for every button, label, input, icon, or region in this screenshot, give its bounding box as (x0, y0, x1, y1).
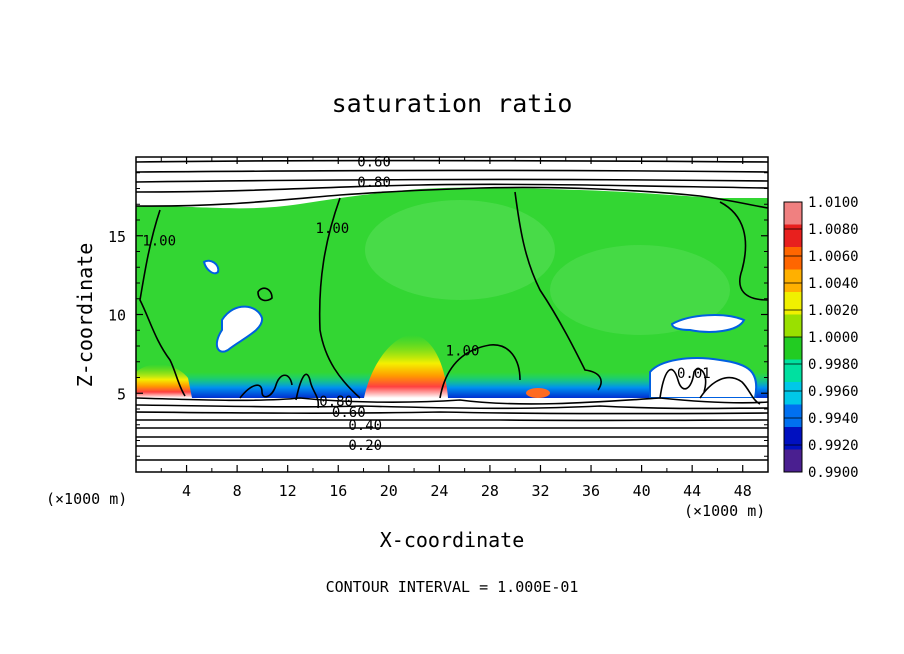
colorbar-swatch (784, 404, 802, 428)
field-patch-light (365, 200, 555, 300)
contour-eddy-3 (659, 368, 707, 399)
colorbar-swatch (784, 292, 802, 315)
x-unit-right: (×1000 m) (684, 502, 765, 520)
x-tick-label: 32 (531, 482, 549, 500)
colorbar-swatch (784, 247, 802, 270)
x-tick-label: 28 (481, 482, 499, 500)
contour-label: 1.00 (446, 344, 480, 360)
colorbar-swatch (784, 449, 802, 473)
colorbar-swatch (784, 337, 802, 360)
colorbar-swatch (784, 202, 802, 225)
colorbar-tick-label: 1.0080 (808, 222, 859, 238)
colorbar-tick-label: 0.9900 (808, 465, 859, 481)
contour-label: 0.80 (357, 175, 391, 191)
contour-upper-2 (136, 169, 768, 173)
y-tick-label: 10 (108, 307, 126, 325)
heatmap-field (136, 157, 768, 472)
y-tick-label: 15 (108, 228, 126, 246)
contour-center-1.00 (439, 344, 521, 399)
contour-label: 0.01 (677, 366, 711, 382)
contour-label: 1.00 (315, 221, 349, 237)
colorbar-tick-label: 0.9980 (808, 357, 859, 373)
clear-hole-4 (649, 357, 758, 399)
contour-upper-1 (136, 159, 768, 163)
colorbar-swatch (784, 359, 802, 383)
x-tick-label: 16 (329, 482, 347, 500)
colorbar-tick-label: 1.0060 (808, 249, 859, 265)
x-tick-label: 44 (683, 482, 701, 500)
x-axis-title: X-coordinate (380, 528, 525, 552)
colorbar-swatch (784, 314, 802, 338)
plume-center (364, 335, 448, 398)
contour-label: 0.80 (319, 394, 353, 410)
x-tick-label: 40 (633, 482, 651, 500)
x-tick-label: 24 (430, 482, 448, 500)
x-tick-label: 20 (380, 482, 398, 500)
contour-label: 0.60 (357, 155, 391, 171)
contour-top-1.00 (136, 186, 768, 209)
contour-lines (136, 159, 768, 461)
contour-eddy-2 (295, 373, 320, 409)
colorbar-swatch (784, 382, 802, 405)
colorbar: 1.0100 1.0080 1.0060 1.0040 1.0020 1.0000 0.99… (783, 195, 859, 481)
colorbar-tick-label: 1.0020 (808, 303, 859, 319)
contour-upper-3 (136, 178, 768, 183)
clear-hole-3 (670, 314, 746, 333)
clear-hole-2 (202, 259, 220, 275)
contour-eddy-1 (239, 374, 293, 399)
y-tick-label: 5 (117, 385, 126, 403)
clear-hole-1 (215, 305, 264, 353)
contour-label: 0.20 (348, 438, 382, 454)
field-patch-light-2 (550, 245, 730, 335)
chart-title: saturation ratio (332, 89, 573, 118)
contour-upper-4 (136, 183, 768, 193)
contour-labels: 0.600.801.001.001.000.800.600.400.200.01 (142, 155, 710, 455)
colorbar-tick-label: 0.9920 (808, 438, 859, 454)
y-axis-title: Z-coordinate (73, 243, 97, 388)
plume-left (136, 364, 192, 398)
y-axis: 5 10 15 (108, 172, 768, 457)
contour-right-1.00 (514, 191, 602, 391)
x-tick-label: 12 (279, 482, 297, 500)
colorbar-swatch (784, 269, 802, 293)
x-axis: 4 8 12 16 20 24 28 32 36 40 44 48 (160, 157, 752, 500)
colorbar-tick-label: 0.9960 (808, 384, 859, 400)
colorbar-tick-label: 1.0100 (808, 195, 859, 211)
contour-label: 0.40 (348, 418, 382, 434)
contour-eddy-4 (699, 376, 761, 405)
contour-label: 1.00 (142, 233, 176, 249)
contour-label: 0.60 (332, 405, 366, 421)
colorbar-tick-label: 0.9940 (808, 411, 859, 427)
colorbar-swatch (784, 427, 802, 450)
lower-stable-layer (136, 398, 768, 472)
colorbar-swatch (784, 224, 802, 248)
plume-small (526, 388, 550, 398)
x-tick-label: 4 (182, 482, 191, 500)
contour-0.80 (136, 397, 768, 405)
colorbar-tick-label: 1.0000 (808, 330, 859, 346)
x-tick-label: 48 (734, 482, 752, 500)
x-unit-left: (×1000 m) (46, 490, 127, 508)
x-tick-label: 36 (582, 482, 600, 500)
x-tick-label: 8 (233, 482, 242, 500)
contour-mid-1.00 (318, 197, 361, 399)
contour-left-1.00 (139, 209, 186, 397)
colorbar-tick-label: 1.0040 (808, 276, 859, 292)
contour-0.60 (136, 411, 768, 415)
contour-edge-1.00 (719, 201, 768, 301)
contour-isle (257, 287, 273, 302)
upper-stable-layer (136, 157, 768, 208)
contour-interval-note: CONTOUR INTERVAL = 1.000E-01 (326, 578, 579, 596)
contour-0.70 (136, 404, 768, 410)
